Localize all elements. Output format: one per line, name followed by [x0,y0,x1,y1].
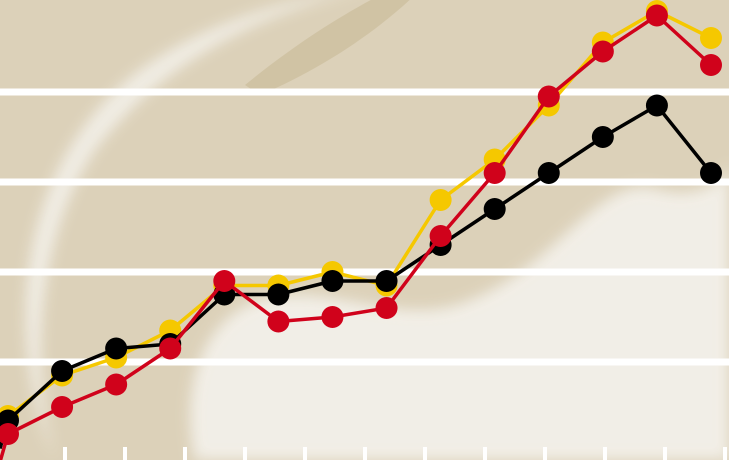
data-point [645,4,668,27]
data-point [591,126,614,148]
data-point [700,162,722,184]
data-point [429,189,452,211]
data-point [159,337,182,360]
data-point [267,310,290,333]
series-3 [0,4,722,460]
data-point [483,198,506,220]
data-point [429,225,452,247]
data-point [375,297,398,319]
data-point [645,94,668,117]
background-shade-band [245,0,410,95]
data-point [700,54,722,76]
data-point [105,373,128,396]
data-point [0,423,19,445]
data-point [591,40,614,63]
data-point [213,270,236,292]
x-axis-ticks [63,447,727,460]
data-point [700,27,722,49]
data-point [483,162,506,184]
data-point [537,85,560,108]
background-swoosh-right [190,160,729,460]
data-point [267,283,290,306]
background-swoosh-left [25,0,323,460]
data-point [321,270,344,292]
data-point [105,337,128,360]
data-point [321,306,344,328]
data-point [537,162,560,184]
data-point [51,396,74,418]
data-point [375,270,398,292]
data-point [51,360,74,382]
